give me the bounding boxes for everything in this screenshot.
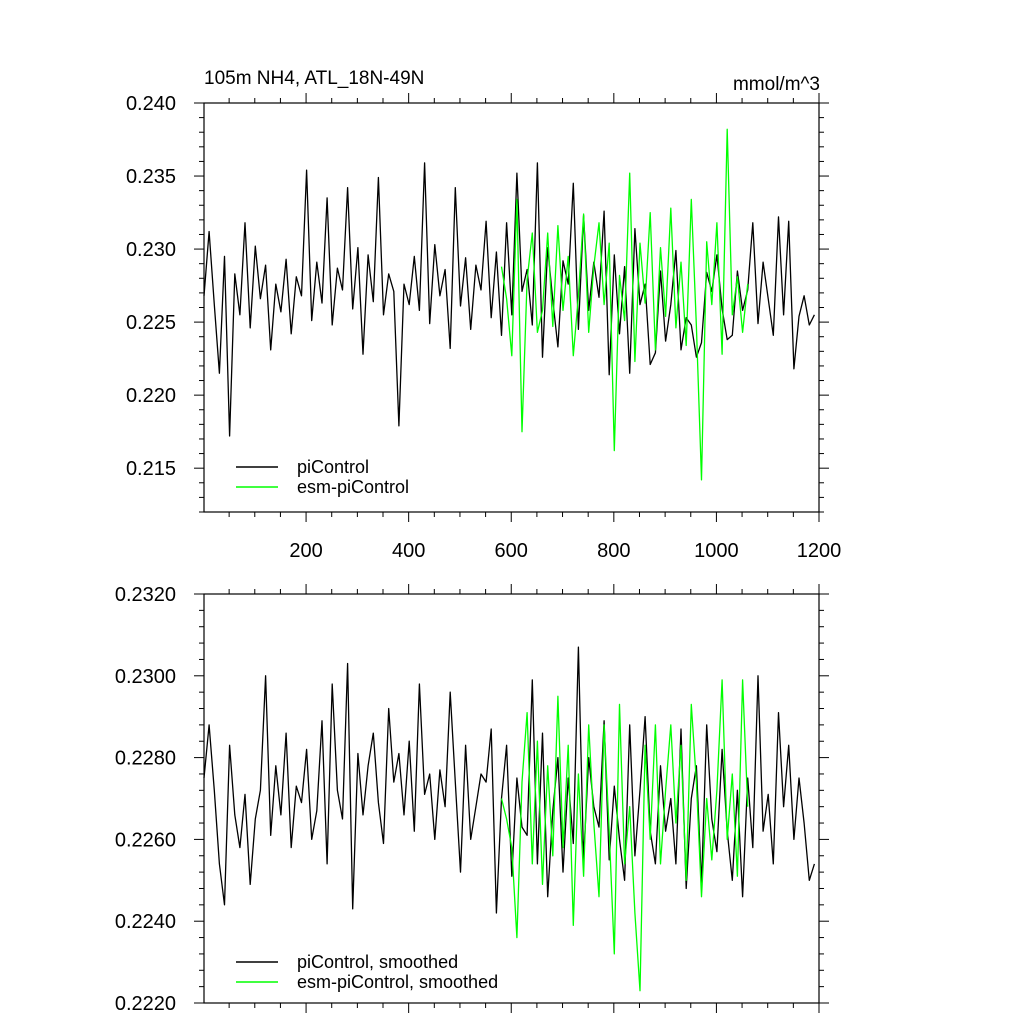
y-tick-label: 0.2240 (115, 911, 176, 933)
chart-title: 105m NH4, ATL_18N-49N (204, 68, 424, 89)
bottom-series-layer (203, 646, 816, 992)
bottom-plot-frame (203, 593, 820, 1004)
legend-label: piControl (297, 457, 369, 477)
series-line-esm-picontrol (500, 128, 749, 481)
x-tick-label: 800 (597, 540, 630, 562)
y-tick-label: 0.2280 (115, 748, 176, 770)
y-tick-label: 0.235 (126, 166, 176, 188)
x-tick-label: 200 (289, 540, 322, 562)
x-tick-label: 600 (495, 540, 528, 562)
y-tick-label: 0.2300 (115, 666, 176, 688)
legend-label: esm-piControl, smoothed (297, 972, 498, 992)
legend-label: piControl, smoothed (297, 952, 458, 972)
bottom-panel: 0.2220 0.2240 0.2260 0.2280 0.2300 0.2320 piC… (115, 584, 829, 1015)
x-tick-label: 1200 (797, 540, 842, 562)
units-label: mmol/m^3 (733, 74, 820, 95)
x-tick-label: 1000 (694, 540, 739, 562)
series-line-picontrol (203, 646, 816, 914)
top-panel: 105m NH4, ATL_18N-49N mmol/m^3 0.215 0.22… (126, 68, 841, 562)
series-line-esm-picontrol (500, 679, 749, 992)
bottom-axis-ticks: 0.2220 0.2240 0.2260 0.2280 0.2300 0.2320 (115, 584, 829, 1015)
y-tick-label: 0.230 (126, 239, 176, 261)
top-axis-ticks: 0.215 0.220 0.225 0.230 0.235 0.240 200 400 600 8… (126, 93, 841, 562)
legend-label: esm-piControl (297, 477, 409, 497)
top-series-layer (203, 128, 815, 481)
y-tick-label: 0.2260 (115, 829, 176, 851)
y-tick-label: 0.2320 (115, 584, 176, 606)
y-tick-label: 0.225 (126, 312, 176, 334)
x-tick-label: 400 (392, 540, 425, 562)
y-tick-label: 0.240 (126, 93, 176, 115)
y-tick-label: 0.2220 (115, 993, 176, 1015)
y-tick-label: 0.215 (126, 458, 176, 480)
y-tick-label: 0.220 (126, 385, 176, 407)
